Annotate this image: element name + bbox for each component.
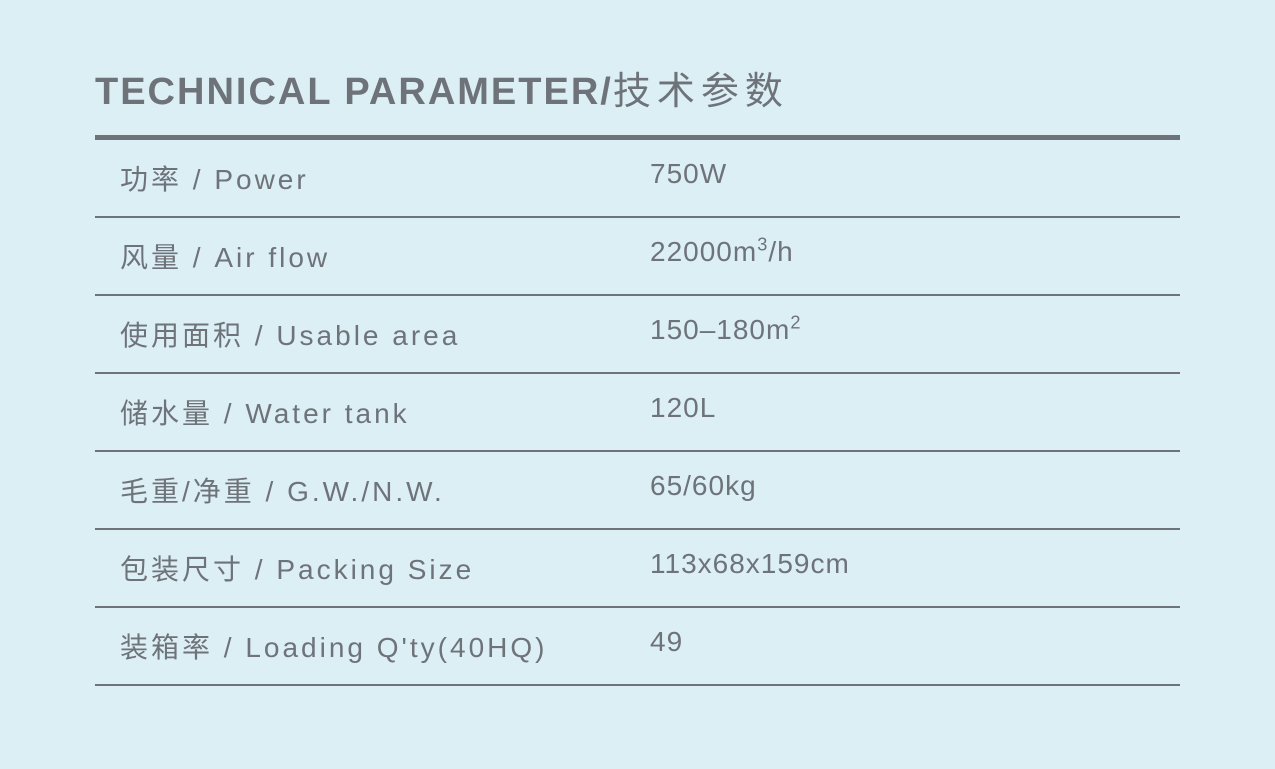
title-en: TECHNICAL PARAMETER/	[95, 71, 613, 113]
spec-label: 功率 / Power	[120, 158, 650, 198]
table-row: 使用面积 / Usable area 150–180m2	[95, 296, 1180, 374]
table-row: 功率 / Power 750W	[95, 140, 1180, 218]
table-row: 毛重/净重 / G.W./N.W. 65/60kg	[95, 452, 1180, 530]
spec-label: 装箱率 / Loading Q'ty(40HQ)	[120, 626, 650, 666]
spec-label: 包装尺寸 / Packing Size	[120, 548, 650, 588]
table-row: 装箱率 / Loading Q'ty(40HQ) 49	[95, 608, 1180, 686]
spec-value: 49	[650, 626, 1155, 666]
spec-table: 功率 / Power 750W 风量 / Air flow 22000m3/h …	[95, 135, 1180, 686]
spec-label: 毛重/净重 / G.W./N.W.	[120, 470, 650, 510]
spec-value: 120L	[650, 392, 1155, 432]
spec-value: 750W	[650, 158, 1155, 198]
spec-value: 22000m3/h	[650, 236, 1155, 276]
title-cn: 技术参数	[613, 71, 789, 113]
table-row: 包装尺寸 / Packing Size 113x68x159cm	[95, 530, 1180, 608]
page-title: TECHNICAL PARAMETER/技术参数	[95, 60, 1180, 115]
spec-value: 65/60kg	[650, 470, 1155, 510]
spec-value: 150–180m2	[650, 314, 1155, 354]
table-row: 储水量 / Water tank 120L	[95, 374, 1180, 452]
spec-label: 使用面积 / Usable area	[120, 314, 650, 354]
table-row: 风量 / Air flow 22000m3/h	[95, 218, 1180, 296]
spec-label: 风量 / Air flow	[120, 236, 650, 276]
spec-value: 113x68x159cm	[650, 548, 1155, 588]
spec-label: 储水量 / Water tank	[120, 392, 650, 432]
